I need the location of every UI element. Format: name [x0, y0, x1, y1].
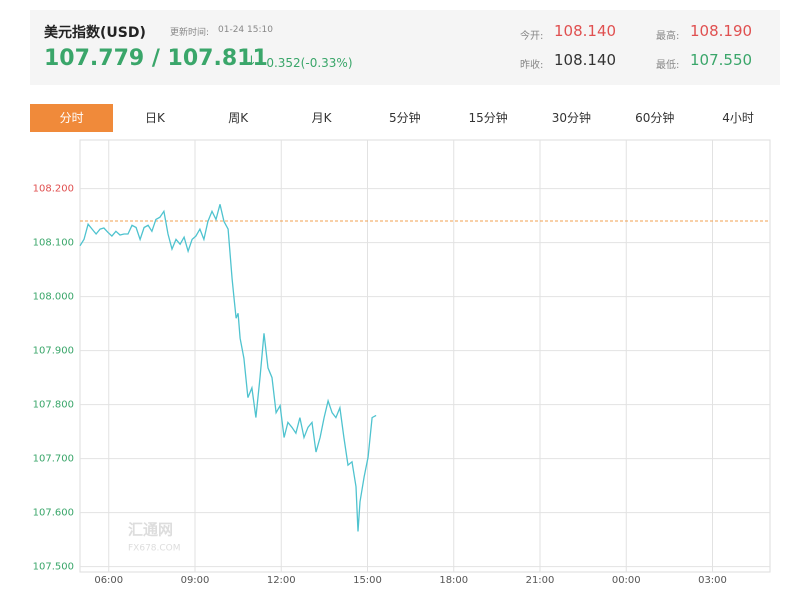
- tab[interactable]: 日K: [145, 111, 165, 125]
- x-tick-label: 00:00: [612, 575, 641, 586]
- y-tick-label: 107.600: [33, 508, 74, 519]
- y-tick-label: 107.900: [33, 346, 74, 357]
- tab[interactable]: 15分钟: [468, 111, 508, 125]
- tab[interactable]: 分时: [30, 104, 114, 132]
- y-tick-label: 107.700: [33, 454, 74, 465]
- watermark-site: FX678.COM: [128, 544, 181, 554]
- tab[interactable]: 60分钟: [635, 111, 675, 125]
- tab[interactable]: 4小时: [722, 111, 754, 125]
- tab[interactable]: 5分钟: [389, 111, 421, 125]
- price-line: [79, 204, 377, 532]
- prev-close-label: 昨收:: [520, 60, 544, 71]
- watermark-name: 汇通网: [128, 521, 173, 539]
- y-tick-label: 108.000: [33, 292, 74, 303]
- x-tick-label: 06:00: [94, 575, 123, 586]
- high: 108.190: [690, 22, 753, 40]
- chart: 汇通网 FX678.COM 107.500 107.600 107.700 107.8…: [33, 139, 771, 586]
- y-tick-label: 107.500: [33, 562, 74, 573]
- x-tick-label: 03:00: [698, 575, 727, 586]
- update-label: 更新时间:: [170, 28, 210, 38]
- tab[interactable]: 周K: [228, 111, 249, 125]
- x-tick-label: 15:00: [353, 575, 382, 586]
- y-tick-label: 108.100: [33, 238, 74, 249]
- x-tick-label: 12:00: [267, 575, 296, 586]
- x-tick-label: 21:00: [526, 575, 555, 586]
- price: 107.779 / 107.811: [44, 46, 268, 71]
- open-label: 今开:: [520, 31, 544, 42]
- low-label: 最低:: [656, 60, 680, 71]
- arrow: ↓: [246, 54, 257, 69]
- x-tick-label: 18:00: [439, 575, 468, 586]
- y-tick-label: 107.800: [33, 400, 74, 411]
- plot-frame: [79, 139, 771, 573]
- prev-close: 108.140: [554, 51, 617, 69]
- change: -0.352(-0.33%): [262, 56, 353, 70]
- tab[interactable]: 30分钟: [551, 111, 592, 125]
- open: 108.140: [554, 22, 617, 40]
- low: 107.550: [690, 51, 753, 69]
- tab-bar: 分时 日K 周K 月K 5分钟 15分钟 30分钟 60分钟 4小时: [30, 104, 780, 132]
- title: 美元指数(USD): [44, 25, 146, 41]
- high-label: 最高:: [656, 31, 680, 42]
- tab[interactable]: 月K: [311, 111, 332, 125]
- update-time: 01-24 15:10: [218, 25, 273, 35]
- x-tick-label: 09:00: [181, 575, 210, 586]
- header: 美元指数(USD) 更新时间: 01-24 15:10 107.779 / 10…: [30, 10, 780, 85]
- y-tick-label: 108.200: [33, 184, 74, 195]
